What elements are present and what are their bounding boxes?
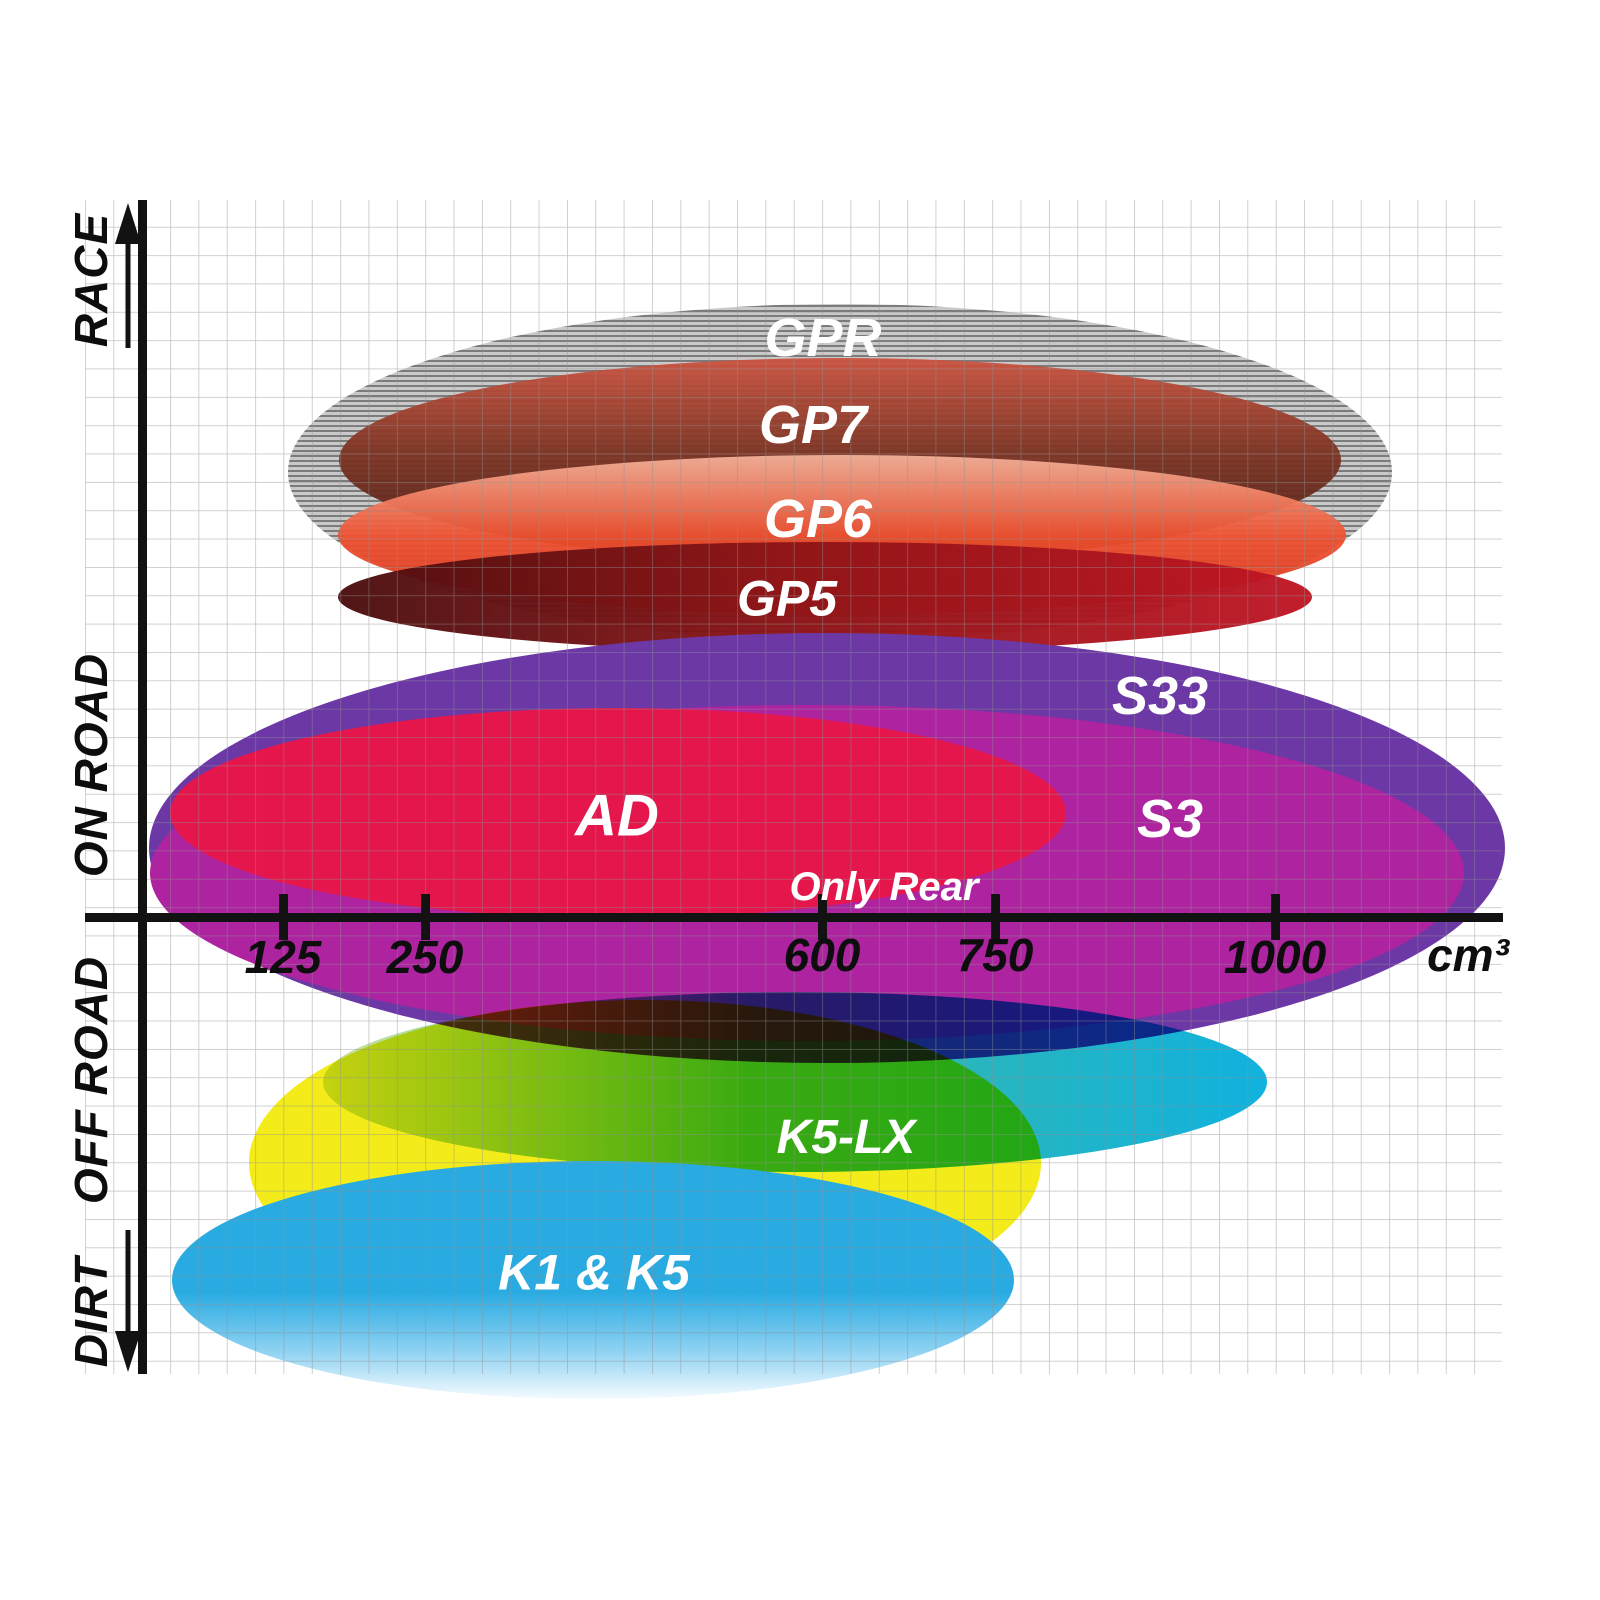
- axes: [85, 200, 1503, 1374]
- x-tick-mark-125: [279, 894, 288, 940]
- x-tick-mark-1000: [1271, 894, 1280, 940]
- x-tick-label-250: 250: [386, 931, 464, 983]
- x-axis-labels: 125 250 600 750 1000 cm³: [245, 929, 1511, 983]
- x-tick-label-750: 750: [957, 929, 1034, 981]
- y-label-race: RACE: [65, 213, 117, 348]
- y-axis-line: [138, 200, 147, 1374]
- x-tick-label-600: 600: [784, 929, 861, 981]
- y-label-off-road: OFF ROAD: [65, 956, 117, 1204]
- gp5-label: GP5: [737, 571, 838, 627]
- gp6-label: GP6: [764, 489, 873, 549]
- gp7-label: GP7: [759, 395, 870, 455]
- x-axis-unit-label: cm³: [1427, 929, 1510, 981]
- gpr-label: GPR: [764, 308, 881, 368]
- ad-label: AD: [573, 783, 659, 848]
- axis-arrows: [115, 203, 141, 1372]
- y-label-dirt: DIRT: [65, 1254, 117, 1367]
- y-label-on-road: ON ROAD: [65, 653, 117, 877]
- s33-label: S33: [1112, 666, 1208, 726]
- grid-overlay: [85, 200, 1502, 1374]
- k5lx-label: K5-LX: [777, 1111, 919, 1164]
- dirt-down-arrow-icon: [115, 1331, 141, 1372]
- x-axis-line: [85, 913, 1503, 922]
- x-tick-mark-600: [818, 894, 827, 940]
- x-tick-mark-750: [991, 894, 1000, 940]
- x-tick-label-125: 125: [245, 931, 323, 983]
- compound-labels: GPR GP7 GP6 GP5 S33 S3 AD Only Rear K5-L…: [498, 308, 1208, 1301]
- only-rear-annotation: Only Rear: [790, 865, 981, 909]
- y-axis-labels: RACE ON ROAD OFF ROAD DIRT: [65, 213, 117, 1368]
- race-up-arrow-icon: [115, 203, 141, 244]
- x-tick-mark-250: [421, 894, 430, 940]
- x-tick-label-1000: 1000: [1224, 931, 1327, 983]
- s3-label: S3: [1137, 789, 1203, 849]
- k1k5-label: K1 & K5: [498, 1245, 691, 1301]
